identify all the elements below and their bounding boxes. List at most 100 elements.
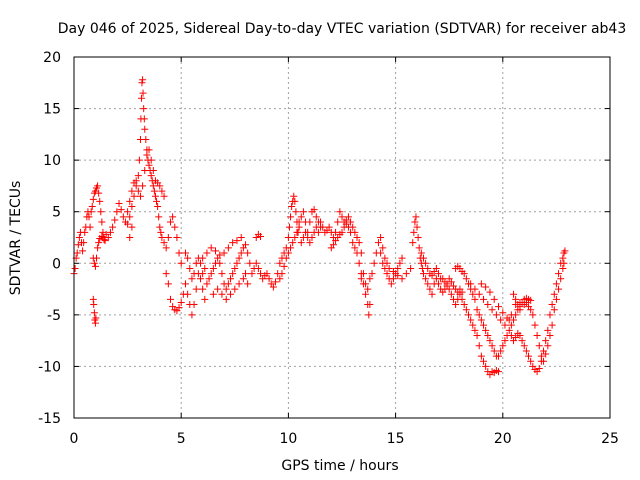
data-point [475,290,483,298]
data-point [86,223,94,231]
data-point [359,270,367,278]
y-tick-label: 10 [43,153,61,169]
data-point [357,275,365,283]
data-point [135,156,143,164]
data-point [290,192,298,200]
data-point [134,187,142,195]
data-point [480,321,488,329]
data-point [207,244,215,252]
data-point [428,290,436,298]
data-point [128,203,136,211]
data-point [212,247,220,255]
data-point [486,288,494,296]
data-point [141,166,149,174]
data-point [469,321,477,329]
data-point [415,244,423,252]
data-point [90,259,98,267]
data-point [224,244,232,252]
data-point [201,264,209,272]
data-point [201,295,209,303]
data-point [329,241,337,249]
data-point [227,290,235,298]
data-point [138,79,146,87]
data-point [306,218,314,226]
data-point [482,283,490,291]
data-point [94,244,102,252]
data-point [353,234,361,241]
data-point [233,259,241,267]
data-point [134,172,142,180]
data-point [160,192,168,200]
data-point [242,270,250,278]
data-point [488,342,496,350]
data-point [190,301,198,309]
data-point [362,290,370,298]
data-point [434,280,442,288]
data-point [101,237,109,245]
data-point [552,295,560,303]
data-point [477,280,485,288]
data-point [90,301,98,309]
data-point [188,275,196,283]
data-point [531,321,539,329]
data-point [109,223,117,231]
data-point [235,280,243,288]
data-point [419,254,427,262]
data-point [291,234,299,241]
data-point [548,301,556,309]
data-point [115,199,123,207]
data-point [452,301,460,309]
data-point [306,239,314,247]
data-point [366,301,374,309]
data-point [75,234,83,241]
data-point [370,259,378,267]
data-point [140,115,148,123]
data-point [344,213,352,221]
y-axis-title: SDTVAR / TECUs [8,181,24,296]
data-point [100,236,108,244]
data-point [138,94,146,102]
data-point [71,264,79,272]
data-point [111,216,119,224]
data-point [209,264,217,272]
data-point [184,254,192,262]
data-point [92,314,100,322]
data-point [407,264,415,272]
data-point [278,270,286,278]
data-point [220,249,228,257]
axis-layer: 0 5 10 15 20 25 -15 -10 -5 0 5 10 15 20 [38,50,619,447]
data-point [507,311,515,319]
y-tick-label: 0 [52,256,61,272]
data-point [398,275,406,283]
data-point [145,146,153,154]
data-point [557,275,565,283]
data-point [548,321,556,329]
data-point [288,203,296,211]
data-point [505,326,513,334]
data-point [319,223,327,231]
data-point [173,234,181,241]
data-point [424,280,432,288]
data-point [287,244,295,252]
data-point [550,290,558,298]
data-point [143,151,151,159]
data-point [282,254,290,262]
data-point [308,234,316,241]
x-tick-label: 0 [70,431,79,447]
data-point [518,337,526,345]
data-point [126,197,134,205]
data-point [533,331,541,339]
data-point [147,156,155,164]
data-point [467,316,475,324]
data-point [130,192,138,200]
data-point [128,187,136,195]
data-point [94,182,102,190]
data-point [175,249,183,257]
data-point [244,249,252,257]
data-point [490,347,498,355]
data-point [252,259,260,267]
data-point [475,342,483,350]
data-point [366,275,374,283]
data-point [233,237,241,245]
data-point [97,208,105,216]
